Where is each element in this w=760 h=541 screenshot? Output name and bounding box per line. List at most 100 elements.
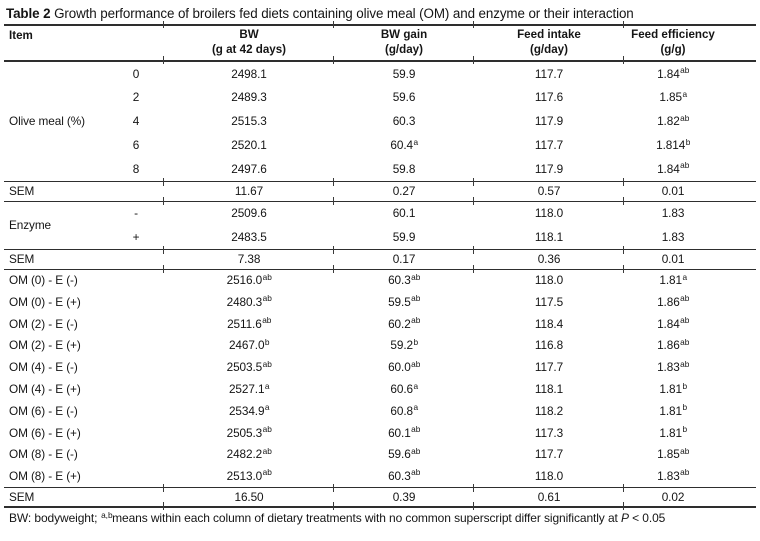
document-page: Table 2 Growth performance of broilers f… (4, 5, 756, 526)
value-cell: 2527.1a (164, 378, 334, 400)
cell-value: 1.82 (657, 114, 680, 129)
factor-level-cell: 2 (132, 90, 140, 105)
cell-value: 2503.5 (226, 360, 263, 375)
cell-value: 60.2 (388, 316, 411, 331)
cell-value: 2483.5 (231, 229, 267, 244)
value-cell: 0.01 (623, 177, 756, 205)
value-cell: 117.7 (474, 356, 624, 378)
table-row: Olive meal (%) 0 2498.1 59.9 117.7 1.84ab (4, 61, 756, 128)
footnote-text: BW: bodyweight; (9, 511, 101, 526)
cell-superscript: a (413, 380, 419, 391)
value-cell: 1.86ab (624, 335, 756, 357)
cell-value: 1.814 (656, 138, 686, 153)
cell-superscript: ab (680, 65, 690, 76)
table-row: +2483.5 59.9 118.1 1.83 (4, 225, 756, 249)
value-cell: 2534.9a (164, 400, 334, 422)
cell-superscript: ab (262, 424, 272, 435)
cell-value: 60.3 (388, 273, 411, 288)
cell-value: 118.4 (534, 316, 564, 331)
cell-value: 2513.0 (226, 468, 263, 483)
cell-value: 11.67 (234, 184, 264, 199)
cell-superscript: a (413, 136, 419, 147)
value-cell: 1.84ab (624, 313, 756, 335)
cell-superscript: a (682, 88, 688, 99)
cell-value: 1.81 (659, 273, 682, 288)
cell-superscript: ab (411, 358, 421, 369)
cell-value: 2480.3 (226, 294, 263, 309)
cell-value: 117.9 (534, 114, 564, 129)
value-cell: 118.0 (474, 465, 624, 487)
value-cell: 2503.5ab (164, 356, 334, 378)
value-cell: 117.3 (474, 422, 624, 444)
cell-value: 60.8 (390, 403, 413, 418)
value-cell: 117.5 (474, 291, 624, 313)
value-cell: 60.6a (334, 378, 474, 400)
cell-value: 0.61 (537, 489, 561, 504)
cell-superscript: ab (411, 467, 421, 478)
value-cell: 0.27 (333, 177, 474, 205)
cell-superscript: ab (680, 336, 690, 347)
value-cell: 2467.0b (164, 335, 334, 357)
value-cell: 60.3ab (334, 269, 474, 291)
value-cell: 117.9 (474, 157, 624, 181)
cell-value: 16.50 (234, 489, 264, 504)
value-cell: 59.5ab (334, 291, 474, 313)
factor-label: Olive meal (%) (9, 114, 85, 129)
table-row: SEM 16.50 0.39 0.61 0.02 (4, 483, 756, 510)
value-cell: 0.39 (333, 483, 474, 510)
table-caption: Table 2 Growth performance of broilers f… (6, 5, 754, 22)
table-row: OM (0) - E (+) 2480.3ab 59.5ab 117.5 1.86ab (4, 291, 756, 313)
cell-superscript: ab (680, 358, 690, 369)
table-row: Enzyme - 2509.6 60.1 118.0 1.83 (4, 201, 756, 232)
table-footnote: BW: bodyweight; a,bmeans within each col… (9, 509, 755, 526)
cell-value: 1.83 (661, 206, 685, 221)
cell-superscript: a (682, 271, 688, 282)
value-cell: 16.50 (163, 483, 334, 510)
cell-value: 1.85 (659, 90, 682, 105)
cell-value: 1.84 (657, 316, 680, 331)
value-cell: 0.57 (473, 177, 624, 205)
value-cell: 2483.5 (164, 225, 334, 249)
table-row: OM (2) - E (+) 2467.0b 59.2b 116.8 1.86ab (4, 335, 756, 357)
interaction-label: OM (0) - E (+) (9, 294, 81, 309)
value-cell: 1.83ab (624, 356, 756, 378)
table-number: Table 2 (6, 6, 51, 21)
cell-value: 118.0 (534, 468, 564, 483)
factor-level-cell: 0 (132, 66, 140, 81)
cell-value: 7.38 (237, 252, 261, 267)
cell-value: 59.6 (392, 90, 416, 105)
cell-value: 118.1 (534, 229, 564, 244)
factor-level-cell: + (132, 229, 140, 244)
cell-value: 117.9 (534, 161, 564, 176)
cell-value: 1.83 (657, 360, 680, 375)
table-section-inter: OM (0) - E (-) 2516.0ab 60.3ab 118.0 1.81a OM… (4, 269, 756, 487)
value-cell: 59.6ab (334, 444, 474, 466)
value-cell: 2511.6ab (164, 313, 334, 335)
value-cell: 59.6 (334, 85, 474, 109)
cell-superscript: b (682, 402, 688, 413)
cell-superscript: ab (262, 358, 272, 369)
cell-value: 1.83 (657, 468, 680, 483)
header-row: Item BW (g at 42 days) BW gain (g/day) F… (4, 20, 756, 63)
cell-superscript: ab (411, 271, 421, 282)
interaction-label: OM (8) - E (+) (9, 468, 81, 483)
cell-value: 118.0 (534, 206, 564, 221)
value-cell: 0.17 (333, 245, 474, 273)
footnote-superscript: a,b (101, 509, 113, 520)
interaction-label: OM (6) - E (-) (9, 403, 78, 418)
cell-value: 0.39 (392, 489, 416, 504)
table-row: SEM 11.67 0.27 0.57 0.01 (4, 177, 756, 205)
interaction-label: OM (6) - E (+) (9, 425, 81, 440)
value-cell: 59.9 (334, 61, 474, 85)
value-cell: 2505.3ab (164, 422, 334, 444)
cell-value: 59.2 (390, 338, 413, 353)
cell-superscript: ab (680, 467, 690, 478)
value-cell: 59.2b (334, 335, 474, 357)
cell-value: 2515.3 (231, 114, 267, 129)
cell-superscript: ab (680, 315, 690, 326)
col-header-item: Item (9, 29, 33, 43)
value-cell: 1.82ab (624, 109, 756, 133)
cell-superscript: ab (262, 445, 272, 456)
cell-superscript: b (682, 424, 688, 435)
value-cell: 2513.0ab (164, 465, 334, 487)
